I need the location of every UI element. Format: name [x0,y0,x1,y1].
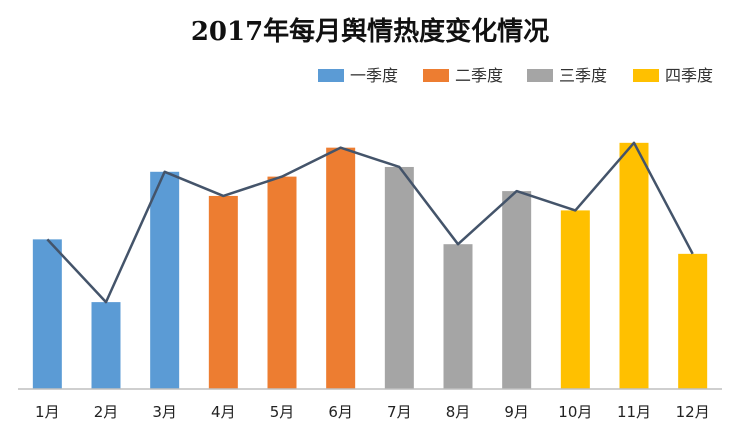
x-tick-label: 2月 [94,403,119,421]
trend-line [46,141,694,304]
x-tick-label: 6月 [328,403,353,421]
trend-line-group [46,141,694,304]
bar-1月 [32,239,62,389]
legend-label: 三季度 [559,66,607,85]
bar-8月 [443,244,473,389]
legend-swatch [423,69,449,82]
legend-swatch [633,69,659,82]
bars-group [32,142,708,389]
x-tick-label: 3月 [152,403,177,421]
bar-10月 [560,210,590,389]
x-tick-labels: 1月 2月 3月 4月 5月 6月 7月 8月 9月 10月 11月 12月 [35,403,710,421]
x-tick-label: 12月 [676,403,710,421]
x-tick-label: 10月 [558,403,592,421]
legend-label: 二季度 [455,66,503,85]
x-tick-label: 9月 [504,403,529,421]
bar-12月 [678,253,708,389]
x-tick-label: 8月 [446,403,471,421]
bar-3月 [150,171,180,389]
bar-11月 [619,142,649,389]
bar-4月 [208,195,238,389]
x-tick-label: 7月 [387,403,412,421]
bar-6月 [326,147,356,389]
bar-5月 [267,176,297,389]
x-tick-label: 5月 [270,403,295,421]
x-tick-label: 11月 [617,403,651,421]
x-tick-label: 4月 [211,403,236,421]
legend-swatch [318,69,344,82]
bar-2月 [91,302,121,389]
bar-9月 [502,191,532,389]
chart-title: 2017年每月舆情热度变化情况 [191,16,549,47]
x-tick-label: 1月 [35,403,60,421]
legend: 一季度 二季度 三季度 四季度 [318,66,713,85]
bar-7月 [384,166,414,389]
legend-label: 四季度 [665,66,713,85]
legend-swatch [527,69,553,82]
legend-label: 一季度 [350,66,398,85]
